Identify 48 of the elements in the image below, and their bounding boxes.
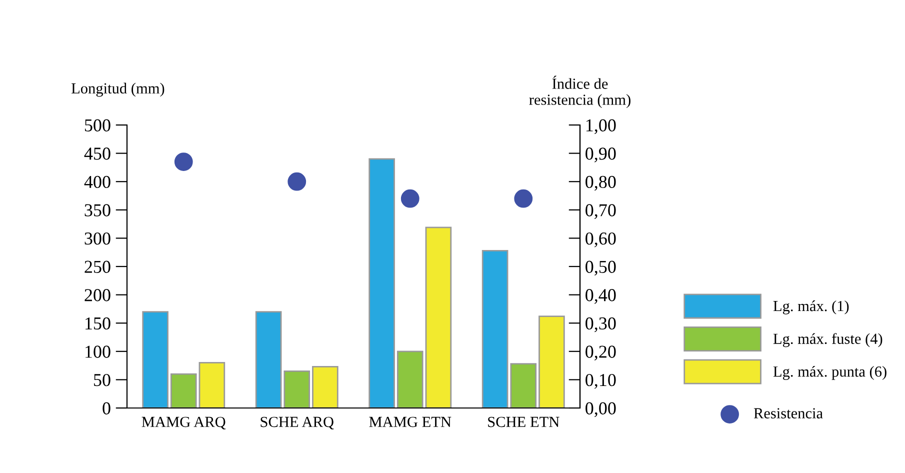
y2-tick-label: 0,70 — [586, 204, 616, 219]
x-tick-label: SCHE ETN — [488, 416, 560, 428]
legend-label: Lg. máx. (1) — [773, 300, 849, 314]
bar — [368, 158, 395, 408]
bar — [510, 363, 537, 408]
y-tick-label: 400 — [84, 176, 110, 188]
y-tick-label: 300 — [84, 232, 110, 245]
bar — [255, 311, 282, 408]
point — [514, 189, 533, 208]
y-tick-label: 250 — [84, 260, 110, 273]
y2-tick-label: 1,00 — [586, 119, 616, 134]
bar — [396, 350, 424, 408]
y-tick-label: 150 — [86, 317, 110, 330]
y-tick-label: 100 — [86, 346, 110, 358]
bar — [198, 362, 226, 408]
y2-tick-label: 0,80 — [586, 176, 616, 191]
y-tick-label: 450 — [84, 148, 110, 160]
y2-tick-label: 0,10 — [586, 374, 616, 389]
y2-tick-label: 0,30 — [586, 317, 616, 332]
legend-label: Lg. máx. fuste (4) — [773, 333, 882, 348]
y-axis-title: Longitud (mm) — [71, 82, 164, 97]
bar — [142, 311, 168, 408]
bar — [482, 250, 508, 408]
point — [288, 172, 306, 191]
y-tick-label: 50 — [94, 374, 110, 386]
x-tick-label: MAMG ETN — [369, 416, 452, 428]
y2-tick-label: 0,60 — [586, 232, 616, 248]
legend-label: Resistencia — [754, 408, 823, 418]
bar — [425, 226, 452, 408]
bar — [538, 316, 565, 408]
y2-tick-label: 0,00 — [586, 402, 616, 418]
y2-tick-label: 0,50 — [586, 260, 616, 276]
point — [400, 189, 420, 208]
legend-label: Lg. máx. punta (6) — [773, 366, 886, 380]
bar — [312, 366, 338, 408]
x-tick-label: SCHE ARQ — [260, 416, 334, 430]
bar — [170, 373, 197, 408]
y2-axis-title: Índice de resistencia (mm) — [529, 76, 630, 108]
y-tick-label: 350 — [84, 204, 110, 216]
bar — [284, 370, 310, 408]
point — [174, 152, 193, 171]
y2-tick-label: 0,90 — [586, 148, 616, 162]
y2-tick-label: 0,40 — [586, 289, 616, 304]
y-tick-label: 500 — [84, 119, 110, 132]
y-tick-label: 0 — [102, 402, 110, 414]
y-tick-label: 200 — [84, 289, 110, 302]
x-tick-label: MAMG ARQ — [142, 416, 226, 430]
y2-tick-label: 0,20 — [586, 346, 616, 360]
